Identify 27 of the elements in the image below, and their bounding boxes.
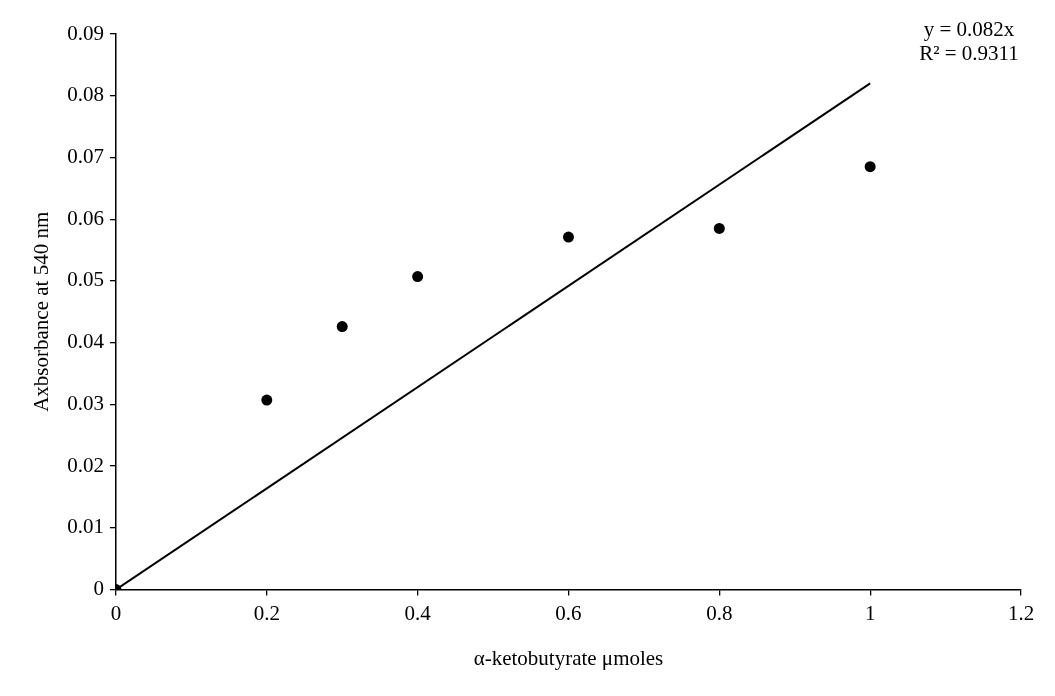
y-tick-label: 0.01 bbox=[67, 514, 104, 539]
x-tick-label: 0.8 bbox=[706, 600, 733, 625]
y-tick-label: 0.06 bbox=[67, 205, 104, 230]
x-axis-title: α-ketobutyrate μmoles bbox=[473, 645, 664, 670]
y-tick-label: 0.02 bbox=[67, 452, 104, 477]
point bbox=[336, 321, 348, 333]
point bbox=[864, 161, 876, 173]
y-tick-label: 0.03 bbox=[67, 390, 104, 415]
point bbox=[713, 222, 725, 234]
y-tick-label: 0 bbox=[93, 576, 104, 601]
point bbox=[412, 271, 424, 283]
x-tick-label: 0 bbox=[110, 600, 122, 625]
annotation: R² = 0.9311 bbox=[919, 40, 1019, 65]
x-tick-label: 0.4 bbox=[404, 600, 432, 625]
y-tick-label: 0.07 bbox=[67, 143, 104, 168]
point bbox=[562, 231, 574, 243]
y-tick-label: 0.04 bbox=[67, 329, 105, 354]
x-tick-label: 0.2 bbox=[253, 600, 280, 625]
annotation: y = 0.082x bbox=[923, 16, 1015, 41]
y-tick-label: 0.08 bbox=[67, 82, 104, 107]
y-tick-label: 0.09 bbox=[67, 20, 104, 45]
x-tick-label: 1.2 bbox=[1007, 600, 1035, 625]
point bbox=[261, 394, 273, 406]
y-tick-label: 0.05 bbox=[67, 267, 104, 292]
y-axis-title: Axbsorbance at 540 nm bbox=[29, 211, 54, 412]
x-tick-label: 0.6 bbox=[555, 600, 582, 625]
x-tick-label: 1 bbox=[864, 600, 876, 625]
